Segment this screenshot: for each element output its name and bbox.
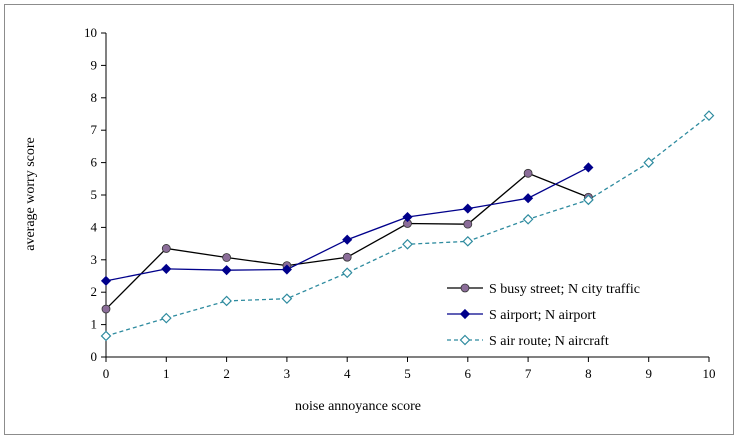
legend: S busy street; N city traffic S airport; … <box>447 282 640 349</box>
data-point-s2 <box>402 211 413 223</box>
data-point-s1 <box>463 219 473 229</box>
data-point-s3 <box>221 295 232 307</box>
legend-entry-2: S airport; N airport <box>489 308 596 323</box>
data-point-s3 <box>341 267 353 279</box>
x-tick-label: 6 <box>465 366 472 381</box>
data-point-s2 <box>462 203 473 214</box>
data-point-s3 <box>583 194 594 206</box>
x-tick-label: 10 <box>703 366 716 381</box>
x-tick-label: 9 <box>645 366 652 381</box>
legend-marker-2 <box>459 308 471 320</box>
data-point-s3 <box>643 157 655 168</box>
x-axis-ticks: 0 1 2 3 4 5 6 7 8 9 10 <box>103 357 716 381</box>
data-point-s2 <box>100 275 112 286</box>
y-tick-label: 3 <box>91 252 98 267</box>
data-point-s3 <box>402 238 413 250</box>
x-tick-label: 7 <box>525 366 532 381</box>
y-tick-label: 2 <box>91 284 98 299</box>
chart-frame <box>4 4 734 435</box>
y-tick-label: 9 <box>91 57 98 72</box>
y-tick-label: 1 <box>91 317 98 332</box>
legend-entry-3: S air route; N aircraft <box>489 334 609 349</box>
data-point-s3 <box>281 293 293 305</box>
series-points <box>100 110 715 342</box>
x-tick-label: 4 <box>344 366 351 381</box>
legend-entry-1: S busy street; N city traffic <box>489 282 640 297</box>
x-axis-label: noise annoyance score <box>295 399 421 414</box>
x-tick-label: 1 <box>163 366 170 381</box>
data-point-s2 <box>161 263 172 274</box>
data-point-s1 <box>222 253 232 262</box>
y-tick-label: 5 <box>91 187 98 202</box>
y-axis-ticks: 0 1 2 3 4 5 6 7 8 9 10 <box>84 25 106 364</box>
y-tick-label: 4 <box>91 219 98 234</box>
x-tick-label: 2 <box>223 366 230 381</box>
data-point-s2 <box>221 265 232 276</box>
data-point-s2 <box>342 234 353 245</box>
x-tick-label: 5 <box>404 366 411 381</box>
data-point-s3 <box>703 110 715 121</box>
data-point-s2 <box>523 193 534 204</box>
y-tick-label: 10 <box>84 25 97 40</box>
data-point-s1 <box>101 304 111 314</box>
y-tick-label: 7 <box>91 122 98 137</box>
y-tick-label: 8 <box>91 90 98 105</box>
data-point-s3 <box>462 235 474 247</box>
axes <box>105 33 709 358</box>
data-point-s3 <box>522 213 534 225</box>
data-point-s1 <box>342 252 352 262</box>
legend-marker-3 <box>459 334 471 346</box>
data-point-s2 <box>583 162 594 173</box>
y-tick-label: 0 <box>91 349 98 364</box>
data-point-s3 <box>160 312 172 324</box>
data-point-s2 <box>281 264 292 275</box>
x-tick-label: 3 <box>284 366 291 381</box>
y-tick-label: 6 <box>91 155 98 170</box>
x-tick-label: 8 <box>585 366 592 381</box>
legend-marker-1 <box>460 283 470 293</box>
data-point-s3 <box>100 330 112 342</box>
data-point-s1 <box>161 244 171 253</box>
y-axis-label: average worry score <box>23 137 38 251</box>
data-point-s1 <box>523 168 533 178</box>
x-tick-label: 0 <box>103 366 110 381</box>
